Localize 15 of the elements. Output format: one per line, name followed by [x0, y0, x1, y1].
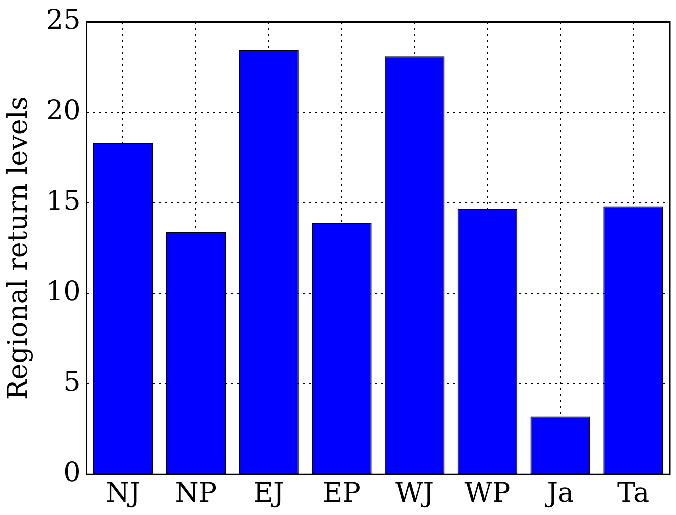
- y-tick-label: 5: [64, 367, 81, 398]
- x-tick-label: EP: [322, 478, 361, 509]
- y-tick-label: 0: [64, 458, 81, 489]
- y-tick-label: 25: [46, 5, 81, 36]
- y-tick-label: 15: [46, 186, 81, 218]
- y-tick-label: 20: [46, 96, 81, 127]
- x-tick-label: NJ: [106, 478, 140, 509]
- x-tick-label: Ja: [544, 478, 574, 509]
- y-tick-label: 10: [46, 276, 81, 308]
- x-tick-label: WJ: [396, 478, 434, 509]
- x-tick-label: EJ: [254, 478, 284, 509]
- x-tick-label: WP: [464, 478, 511, 509]
- x-tick-label: Ta: [618, 478, 650, 509]
- x-tick-label: NP: [175, 478, 218, 509]
- y-axis-title: Regional return levels: [3, 96, 34, 400]
